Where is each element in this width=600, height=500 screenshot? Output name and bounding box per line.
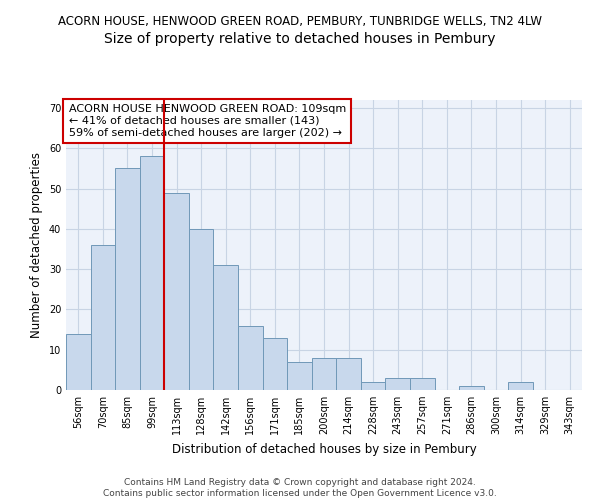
Bar [238, 326, 263, 390]
Text: ACORN HOUSE HENWOOD GREEN ROAD: 109sqm
← 41% of detached houses are smaller (143: ACORN HOUSE HENWOOD GREEN ROAD: 109sqm ←… [68, 104, 346, 138]
Bar [361, 382, 385, 390]
Text: Contains HM Land Registry data © Crown copyright and database right 2024.
Contai: Contains HM Land Registry data © Crown c… [103, 478, 497, 498]
Bar [66, 334, 91, 390]
Bar [508, 382, 533, 390]
Bar [336, 358, 361, 390]
Bar [263, 338, 287, 390]
Bar [140, 156, 164, 390]
Bar [164, 192, 189, 390]
Bar [312, 358, 336, 390]
Bar [189, 229, 214, 390]
Bar [115, 168, 140, 390]
Text: Size of property relative to detached houses in Pembury: Size of property relative to detached ho… [104, 32, 496, 46]
Bar [459, 386, 484, 390]
Bar [214, 265, 238, 390]
X-axis label: Distribution of detached houses by size in Pembury: Distribution of detached houses by size … [172, 442, 476, 456]
Bar [410, 378, 434, 390]
Y-axis label: Number of detached properties: Number of detached properties [30, 152, 43, 338]
Bar [91, 245, 115, 390]
Text: ACORN HOUSE, HENWOOD GREEN ROAD, PEMBURY, TUNBRIDGE WELLS, TN2 4LW: ACORN HOUSE, HENWOOD GREEN ROAD, PEMBURY… [58, 15, 542, 28]
Bar [287, 362, 312, 390]
Bar [385, 378, 410, 390]
